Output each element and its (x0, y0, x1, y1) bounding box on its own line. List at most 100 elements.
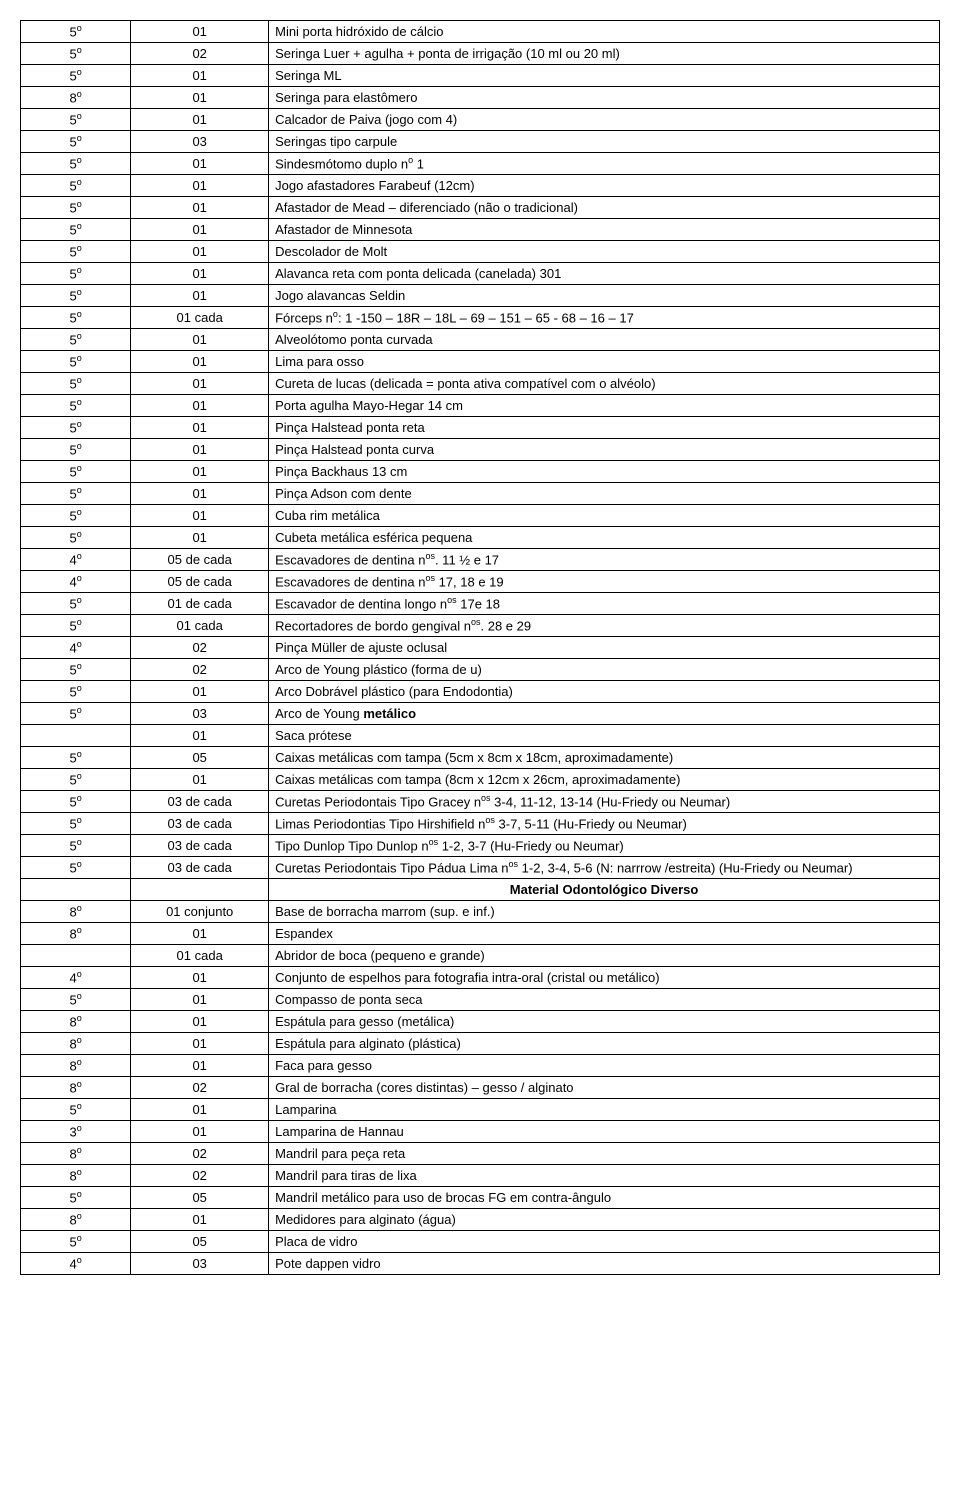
cell-sem: 5o (21, 791, 131, 813)
cell-sem: 8o (21, 1209, 131, 1231)
cell-desc: Mandril metálico para uso de brocas FG e… (269, 1187, 940, 1209)
cell-qty: 01 (131, 373, 269, 395)
table-row: 5o01 cadaRecortadores de bordo gengival … (21, 615, 940, 637)
cell-sem: 5o (21, 505, 131, 527)
cell-qty: 01 (131, 241, 269, 263)
cell-qty: 05 (131, 1231, 269, 1253)
cell-sem: 5o (21, 219, 131, 241)
cell-desc: Saca prótese (269, 725, 940, 747)
cell-sem: 5o (21, 197, 131, 219)
cell-qty: 01 (131, 1121, 269, 1143)
cell-qty: 01 (131, 725, 269, 747)
table-row: 5o03 de cadaCuretas Periodontais Tipo Gr… (21, 791, 940, 813)
cell-sem: 8o (21, 1011, 131, 1033)
cell-sem: 5o (21, 131, 131, 153)
cell-qty: 03 de cada (131, 813, 269, 835)
cell-sem: 8o (21, 1143, 131, 1165)
cell-qty: 02 (131, 43, 269, 65)
cell-qty: 03 (131, 703, 269, 725)
cell-qty: 03 de cada (131, 857, 269, 879)
cell-sem: 5o (21, 263, 131, 285)
cell-sem: 8o (21, 1055, 131, 1077)
cell-qty: 05 de cada (131, 549, 269, 571)
cell-desc: Pinça Halstead ponta reta (269, 417, 940, 439)
cell-qty: 03 (131, 1253, 269, 1275)
cell-sem: 5o (21, 769, 131, 791)
cell-sem: 5o (21, 857, 131, 879)
cell-sem: 8o (21, 923, 131, 945)
cell-desc: Seringa para elastômero (269, 87, 940, 109)
cell-desc: Jogo afastadores Farabeuf (12cm) (269, 175, 940, 197)
cell-desc: Pinça Adson com dente (269, 483, 940, 505)
cell-desc: Pinça Halstead ponta curva (269, 439, 940, 461)
cell-desc: Seringa Luer + agulha + ponta de irrigaç… (269, 43, 940, 65)
cell-qty: 01 (131, 175, 269, 197)
cell-desc: Caixas metálicas com tampa (8cm x 12cm x… (269, 769, 940, 791)
cell-qty: 01 (131, 263, 269, 285)
cell-qty: 01 (131, 109, 269, 131)
cell-sem: 5o (21, 373, 131, 395)
cell-qty: 02 (131, 1143, 269, 1165)
cell-desc: Curetas Periodontais Tipo Gracey nos 3-4… (269, 791, 940, 813)
cell-desc: Sindesmótomo duplo no 1 (269, 153, 940, 175)
table-row: 5o01Cubeta metálica esférica pequena (21, 527, 940, 549)
cell-qty: 01 (131, 21, 269, 43)
table-row: 5o01Pinça Halstead ponta curva (21, 439, 940, 461)
table-row: 5o01Descolador de Molt (21, 241, 940, 263)
table-row: 8o01Seringa para elastômero (21, 87, 940, 109)
cell-qty: 01 (131, 395, 269, 417)
table-row: 5o01Caixas metálicas com tampa (8cm x 12… (21, 769, 940, 791)
cell-sem: 5o (21, 527, 131, 549)
cell-sem: 5o (21, 21, 131, 43)
cell-qty: 01 (131, 1033, 269, 1055)
table-row: 5o01Arco Dobrável plástico (para Endodon… (21, 681, 940, 703)
cell-qty: 01 (131, 417, 269, 439)
cell-desc: Arco Dobrável plástico (para Endodontia) (269, 681, 940, 703)
cell-desc: Espátula para gesso (metálica) (269, 1011, 940, 1033)
cell-qty: 01 (131, 197, 269, 219)
cell-sem: 5o (21, 439, 131, 461)
cell-desc: Jogo alavancas Seldin (269, 285, 940, 307)
cell-sem: 8o (21, 1077, 131, 1099)
cell-sem: 8o (21, 1033, 131, 1055)
table-row: 5o03 de cadaCuretas Periodontais Tipo Pá… (21, 857, 940, 879)
cell-sem: 4o (21, 967, 131, 989)
table-row: 5o01Afastador de Minnesota (21, 219, 940, 241)
table-row: 8o02Mandril para peça reta (21, 1143, 940, 1165)
cell-desc: Descolador de Molt (269, 241, 940, 263)
cell-qty: 03 (131, 131, 269, 153)
cell-desc: Conjunto de espelhos para fotografia int… (269, 967, 940, 989)
cell-desc: Caixas metálicas com tampa (5cm x 8cm x … (269, 747, 940, 769)
cell-qty: 01 (131, 439, 269, 461)
table-row: 5o01Lamparina (21, 1099, 940, 1121)
cell-qty: 01 conjunto (131, 901, 269, 923)
cell-qty: 01 (131, 87, 269, 109)
table-row: 5o01Jogo afastadores Farabeuf (12cm) (21, 175, 940, 197)
table-row: 5o01Alveolótomo ponta curvada (21, 329, 940, 351)
cell-qty: 01 (131, 483, 269, 505)
cell-desc: Escavadores de dentina nos. 11 ½ e 17 (269, 549, 940, 571)
table-row: 5o05Caixas metálicas com tampa (5cm x 8c… (21, 747, 940, 769)
table-row: 5o03 de cadaTipo Dunlop Tipo Dunlop nos … (21, 835, 940, 857)
table-row: 8o02Gral de borracha (cores distintas) –… (21, 1077, 940, 1099)
table-row: 5o01Lima para osso (21, 351, 940, 373)
cell-qty: 02 (131, 637, 269, 659)
cell-qty: 01 (131, 505, 269, 527)
cell-sem: 5o (21, 835, 131, 857)
cell-desc: Gral de borracha (cores distintas) – ges… (269, 1077, 940, 1099)
cell-desc: Lamparina (269, 1099, 940, 1121)
cell-desc: Seringas tipo carpule (269, 131, 940, 153)
cell-qty: 01 (131, 989, 269, 1011)
table-row: 01 cadaAbridor de boca (pequeno e grande… (21, 945, 940, 967)
cell-desc: Calcador de Paiva (jogo com 4) (269, 109, 940, 131)
cell-qty: 01 de cada (131, 593, 269, 615)
cell-qty: 01 (131, 65, 269, 87)
cell-sem: 3o (21, 1121, 131, 1143)
cell-qty (131, 879, 269, 901)
cell-qty: 01 (131, 769, 269, 791)
cell-qty: 01 (131, 923, 269, 945)
cell-sem: 5o (21, 483, 131, 505)
cell-qty: 01 (131, 351, 269, 373)
cell-sem: 5o (21, 307, 131, 329)
table-row: 4o02Pinça Müller de ajuste oclusal (21, 637, 940, 659)
